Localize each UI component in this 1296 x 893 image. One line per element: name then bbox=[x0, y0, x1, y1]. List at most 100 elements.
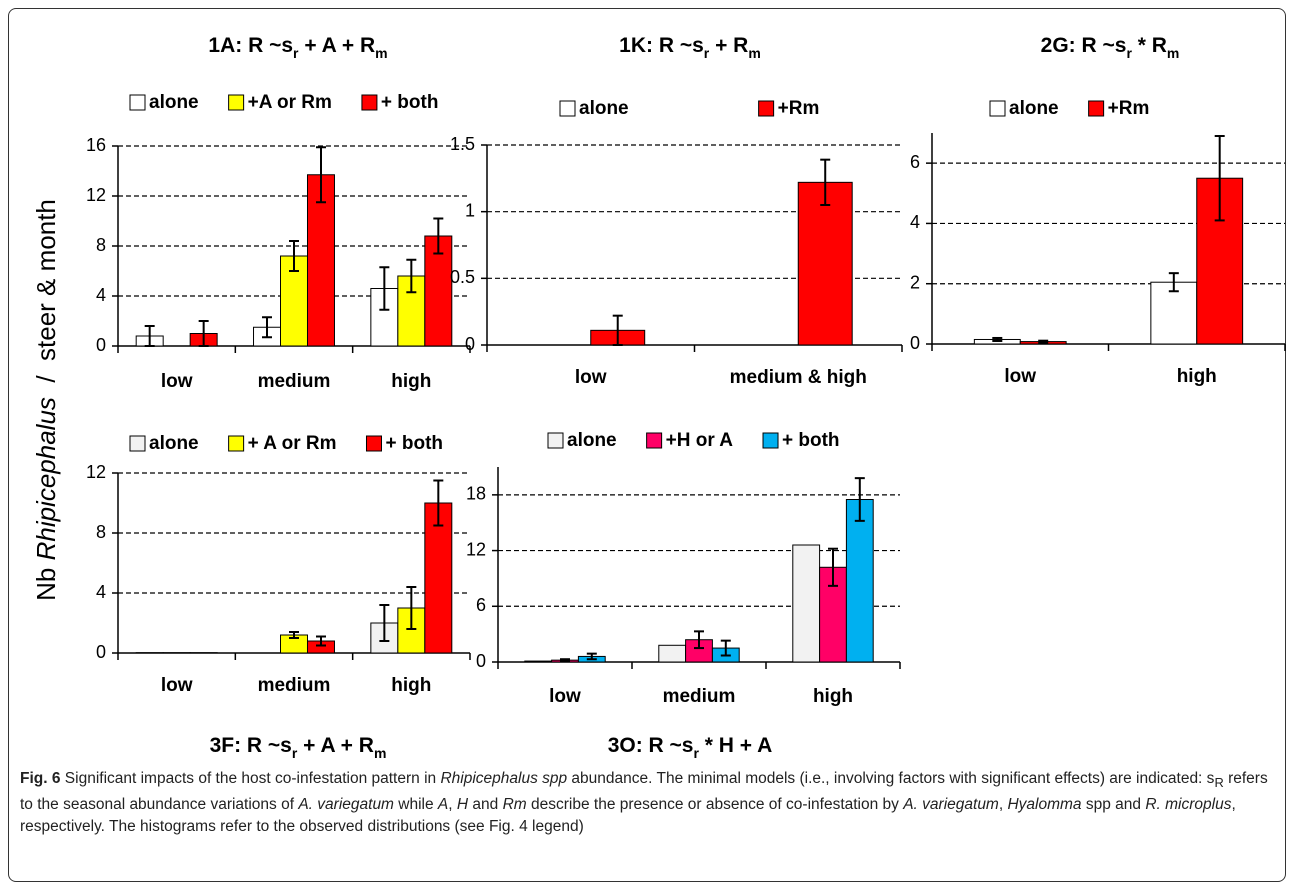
caption-text: spp and bbox=[1081, 796, 1146, 814]
x-tick-label: high bbox=[813, 686, 853, 707]
legend-label: +A or Rm bbox=[248, 92, 332, 113]
chart-title-part: r bbox=[1126, 45, 1132, 61]
legend-label: +Rm bbox=[778, 98, 820, 119]
y-tick-label: 8 bbox=[96, 522, 106, 542]
y-tick-label: 2 bbox=[910, 272, 920, 292]
caption-text: , bbox=[998, 796, 1008, 814]
y-axis-label: Nb Rhipicephalus / steer & month bbox=[31, 199, 61, 601]
x-tick-label: high bbox=[391, 675, 431, 696]
y-tick-label: 18 bbox=[466, 484, 486, 504]
legend-label: + both bbox=[385, 433, 443, 454]
chart-title-part: + R bbox=[709, 34, 748, 57]
y-tick-label: 4 bbox=[96, 285, 106, 305]
legend-label: + both bbox=[782, 430, 840, 451]
y-tick-label: 16 bbox=[86, 135, 106, 155]
legend-swatch bbox=[365, 435, 382, 452]
legend-swatch bbox=[559, 100, 576, 117]
legend-label: + both bbox=[381, 92, 439, 113]
chart-title-part: 1A: R ~s bbox=[208, 34, 293, 57]
bar bbox=[1150, 281, 1198, 345]
chart-title: 1A: R ~sr + A + Rm bbox=[208, 34, 387, 61]
caption-text: and bbox=[468, 796, 503, 814]
charts: Nb Rhipicephalus / steer & month 1A: R ~… bbox=[31, 34, 1286, 760]
y-tick-label: 0 bbox=[96, 335, 106, 355]
caption-text: refers to the seasonal abundance variati… bbox=[20, 770, 1268, 814]
y-tick-label: 6 bbox=[476, 595, 486, 615]
x-tick-label: low bbox=[161, 675, 193, 696]
chart-title-part: m bbox=[1167, 45, 1179, 61]
caption-text: while bbox=[393, 796, 438, 814]
caption-text: Significant impacts of the host co-infes… bbox=[60, 770, 441, 787]
x-tick-label: low bbox=[1004, 366, 1036, 387]
caption-text: Rm bbox=[502, 796, 527, 814]
y-tick-label: 1 bbox=[465, 200, 475, 220]
x-tick-label: low bbox=[575, 367, 607, 388]
y-tick-label: 4 bbox=[910, 212, 920, 232]
chart-title-part: 3O: R ~s bbox=[608, 734, 694, 757]
legend-swatch bbox=[1088, 100, 1105, 117]
legend-label: alone bbox=[149, 92, 199, 113]
x-tick-label: high bbox=[1177, 366, 1217, 387]
y-tick-label: 0 bbox=[465, 334, 475, 354]
chart-title-part: r bbox=[704, 45, 710, 61]
bar bbox=[792, 544, 821, 663]
legend-label: + A or Rm bbox=[248, 433, 337, 454]
legend-label: alone bbox=[567, 430, 617, 451]
chart-title: 2G: R ~sr * Rm bbox=[1041, 34, 1180, 61]
caption-text: A. variegatum bbox=[298, 796, 394, 814]
figure-frame bbox=[8, 8, 1286, 882]
x-tick-label: low bbox=[549, 686, 581, 707]
bar bbox=[524, 660, 553, 663]
y-tick-label: 6 bbox=[910, 152, 920, 172]
caption-text: R. microplus bbox=[1145, 796, 1232, 814]
y-tick-label: 0.5 bbox=[450, 267, 475, 287]
legend-label: alone bbox=[149, 433, 199, 454]
caption-text: A. variegatum bbox=[903, 796, 999, 814]
legend-swatch bbox=[758, 100, 775, 117]
caption-text: describe the presence or absence of co-i… bbox=[526, 796, 904, 814]
x-tick-label: medium & high bbox=[730, 367, 867, 388]
x-tick-label: high bbox=[391, 371, 431, 392]
legend-swatch bbox=[547, 432, 564, 449]
x-tick-label: medium bbox=[258, 371, 331, 392]
bar bbox=[797, 181, 853, 346]
y-tick-label: 0 bbox=[96, 642, 106, 662]
chart-title-part: * H + A bbox=[699, 734, 772, 757]
caption-text: Rhipicephalus spp bbox=[440, 770, 568, 787]
bar bbox=[658, 644, 687, 663]
bar bbox=[845, 499, 874, 663]
chart-title-part: m bbox=[375, 45, 387, 61]
x-tick-label: medium bbox=[663, 686, 736, 707]
legend-label: +Rm bbox=[1108, 98, 1150, 119]
y-tick-label: 8 bbox=[96, 235, 106, 255]
chart-title-part: + A + R bbox=[297, 734, 374, 757]
chart-title-part: m bbox=[374, 745, 386, 760]
caption-text: R bbox=[1214, 775, 1224, 791]
legend-label: alone bbox=[1009, 98, 1059, 119]
chart-title-part: 2G: R ~s bbox=[1041, 34, 1127, 57]
x-tick-label: low bbox=[161, 371, 193, 392]
y-tick-label: 0 bbox=[476, 651, 486, 671]
y-tick-label: 12 bbox=[466, 539, 486, 559]
y-tick-label: 4 bbox=[96, 582, 106, 602]
caption-label: Fig. 6 bbox=[20, 770, 61, 787]
legend-swatch bbox=[129, 94, 146, 111]
chart-title-part: r bbox=[694, 745, 700, 760]
legend-swatch bbox=[989, 100, 1006, 117]
chart-title: 1K: R ~sr + Rm bbox=[619, 34, 761, 61]
caption-text: Hyalomma bbox=[1007, 796, 1082, 814]
caption-text: , respectively. The histograms refer to … bbox=[20, 796, 1236, 836]
chart-title: 3F: R ~sr + A + Rm bbox=[210, 734, 387, 760]
legend-swatch bbox=[228, 94, 245, 111]
y-tick-label: 12 bbox=[86, 462, 106, 482]
caption-text: H bbox=[456, 796, 469, 814]
y-axis-label-part: / steer & month bbox=[31, 199, 61, 397]
caption-text: A bbox=[437, 796, 449, 814]
legend-label: +H or A bbox=[666, 430, 734, 451]
legend-label: alone bbox=[579, 98, 629, 119]
legend-swatch bbox=[129, 435, 146, 452]
chart-title-part: + A + R bbox=[298, 34, 375, 57]
caption-text: abundance. The minimal models (i.e., inv… bbox=[567, 770, 1215, 787]
bar bbox=[424, 502, 453, 654]
